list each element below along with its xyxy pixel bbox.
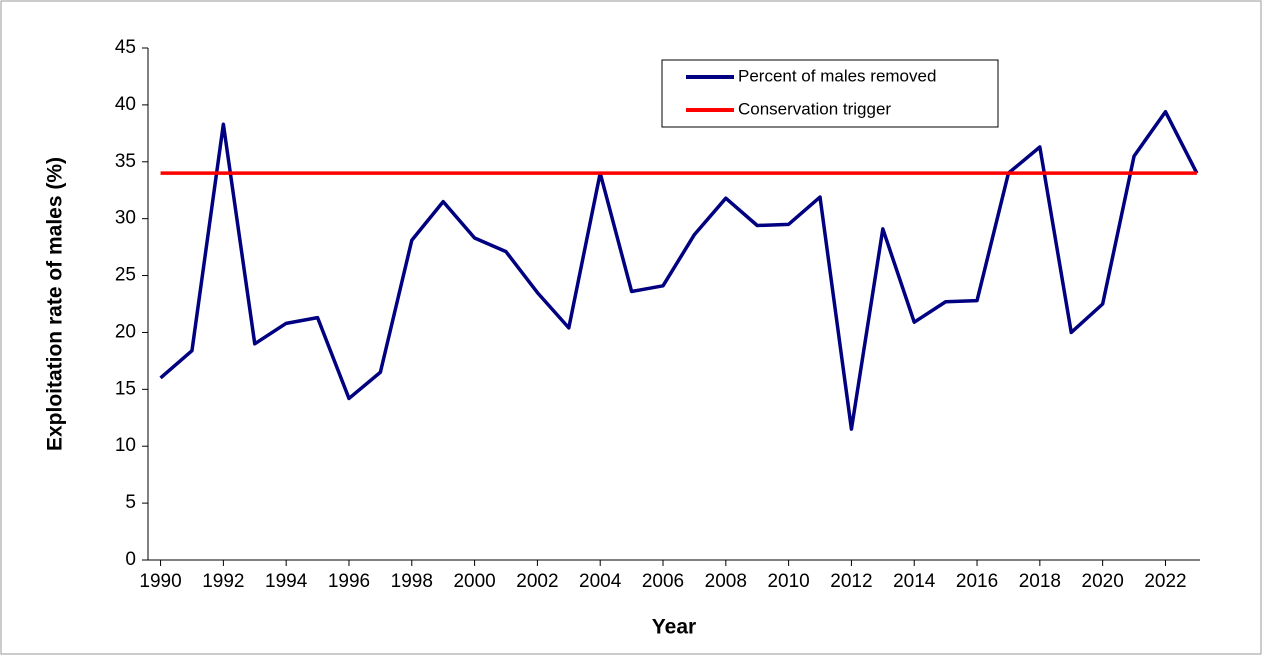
x-tick-label: 2004 <box>579 571 622 592</box>
x-axis-title: Year <box>652 616 696 639</box>
y-tick-label: 0 <box>125 549 136 570</box>
y-tick-label: 45 <box>115 37 136 58</box>
x-tick-label: 1992 <box>202 571 244 592</box>
legend-box <box>661 59 999 128</box>
y-tick-label: 30 <box>115 208 136 229</box>
y-axis-title: Exploitation rate of males (%) <box>44 157 67 451</box>
y-tick-label: 10 <box>115 435 136 456</box>
x-tick-label: 1996 <box>328 571 370 592</box>
x-tick-label: 2022 <box>1144 571 1186 592</box>
x-tick-label: 2006 <box>642 571 684 592</box>
x-tick-label: 2010 <box>767 571 809 592</box>
x-tick-label: 2012 <box>830 571 872 592</box>
y-tick-label: 25 <box>115 265 136 286</box>
legend-label: Percent of males removed <box>738 66 936 85</box>
x-tick-label: 2016 <box>956 571 998 592</box>
x-tick-label: 2000 <box>453 571 495 592</box>
x-tick-label: 1994 <box>265 571 308 592</box>
x-tick-label: 2018 <box>1019 571 1061 592</box>
y-tick-label: 15 <box>115 378 136 399</box>
y-tick-label: 35 <box>115 151 136 172</box>
y-tick-label: 20 <box>115 321 136 342</box>
legend-label: Conservation trigger <box>738 99 891 118</box>
x-tick-label: 1990 <box>139 571 181 592</box>
x-tick-label: 2008 <box>705 571 747 592</box>
x-tick-label: 2002 <box>516 571 558 592</box>
x-tick-label: 2020 <box>1082 571 1124 592</box>
x-tick-label: 1998 <box>391 571 433 592</box>
x-tick-label: 2014 <box>893 571 936 592</box>
y-tick-label: 40 <box>115 94 136 115</box>
series-line <box>159 109 1199 431</box>
y-tick-label: 5 <box>125 492 136 513</box>
